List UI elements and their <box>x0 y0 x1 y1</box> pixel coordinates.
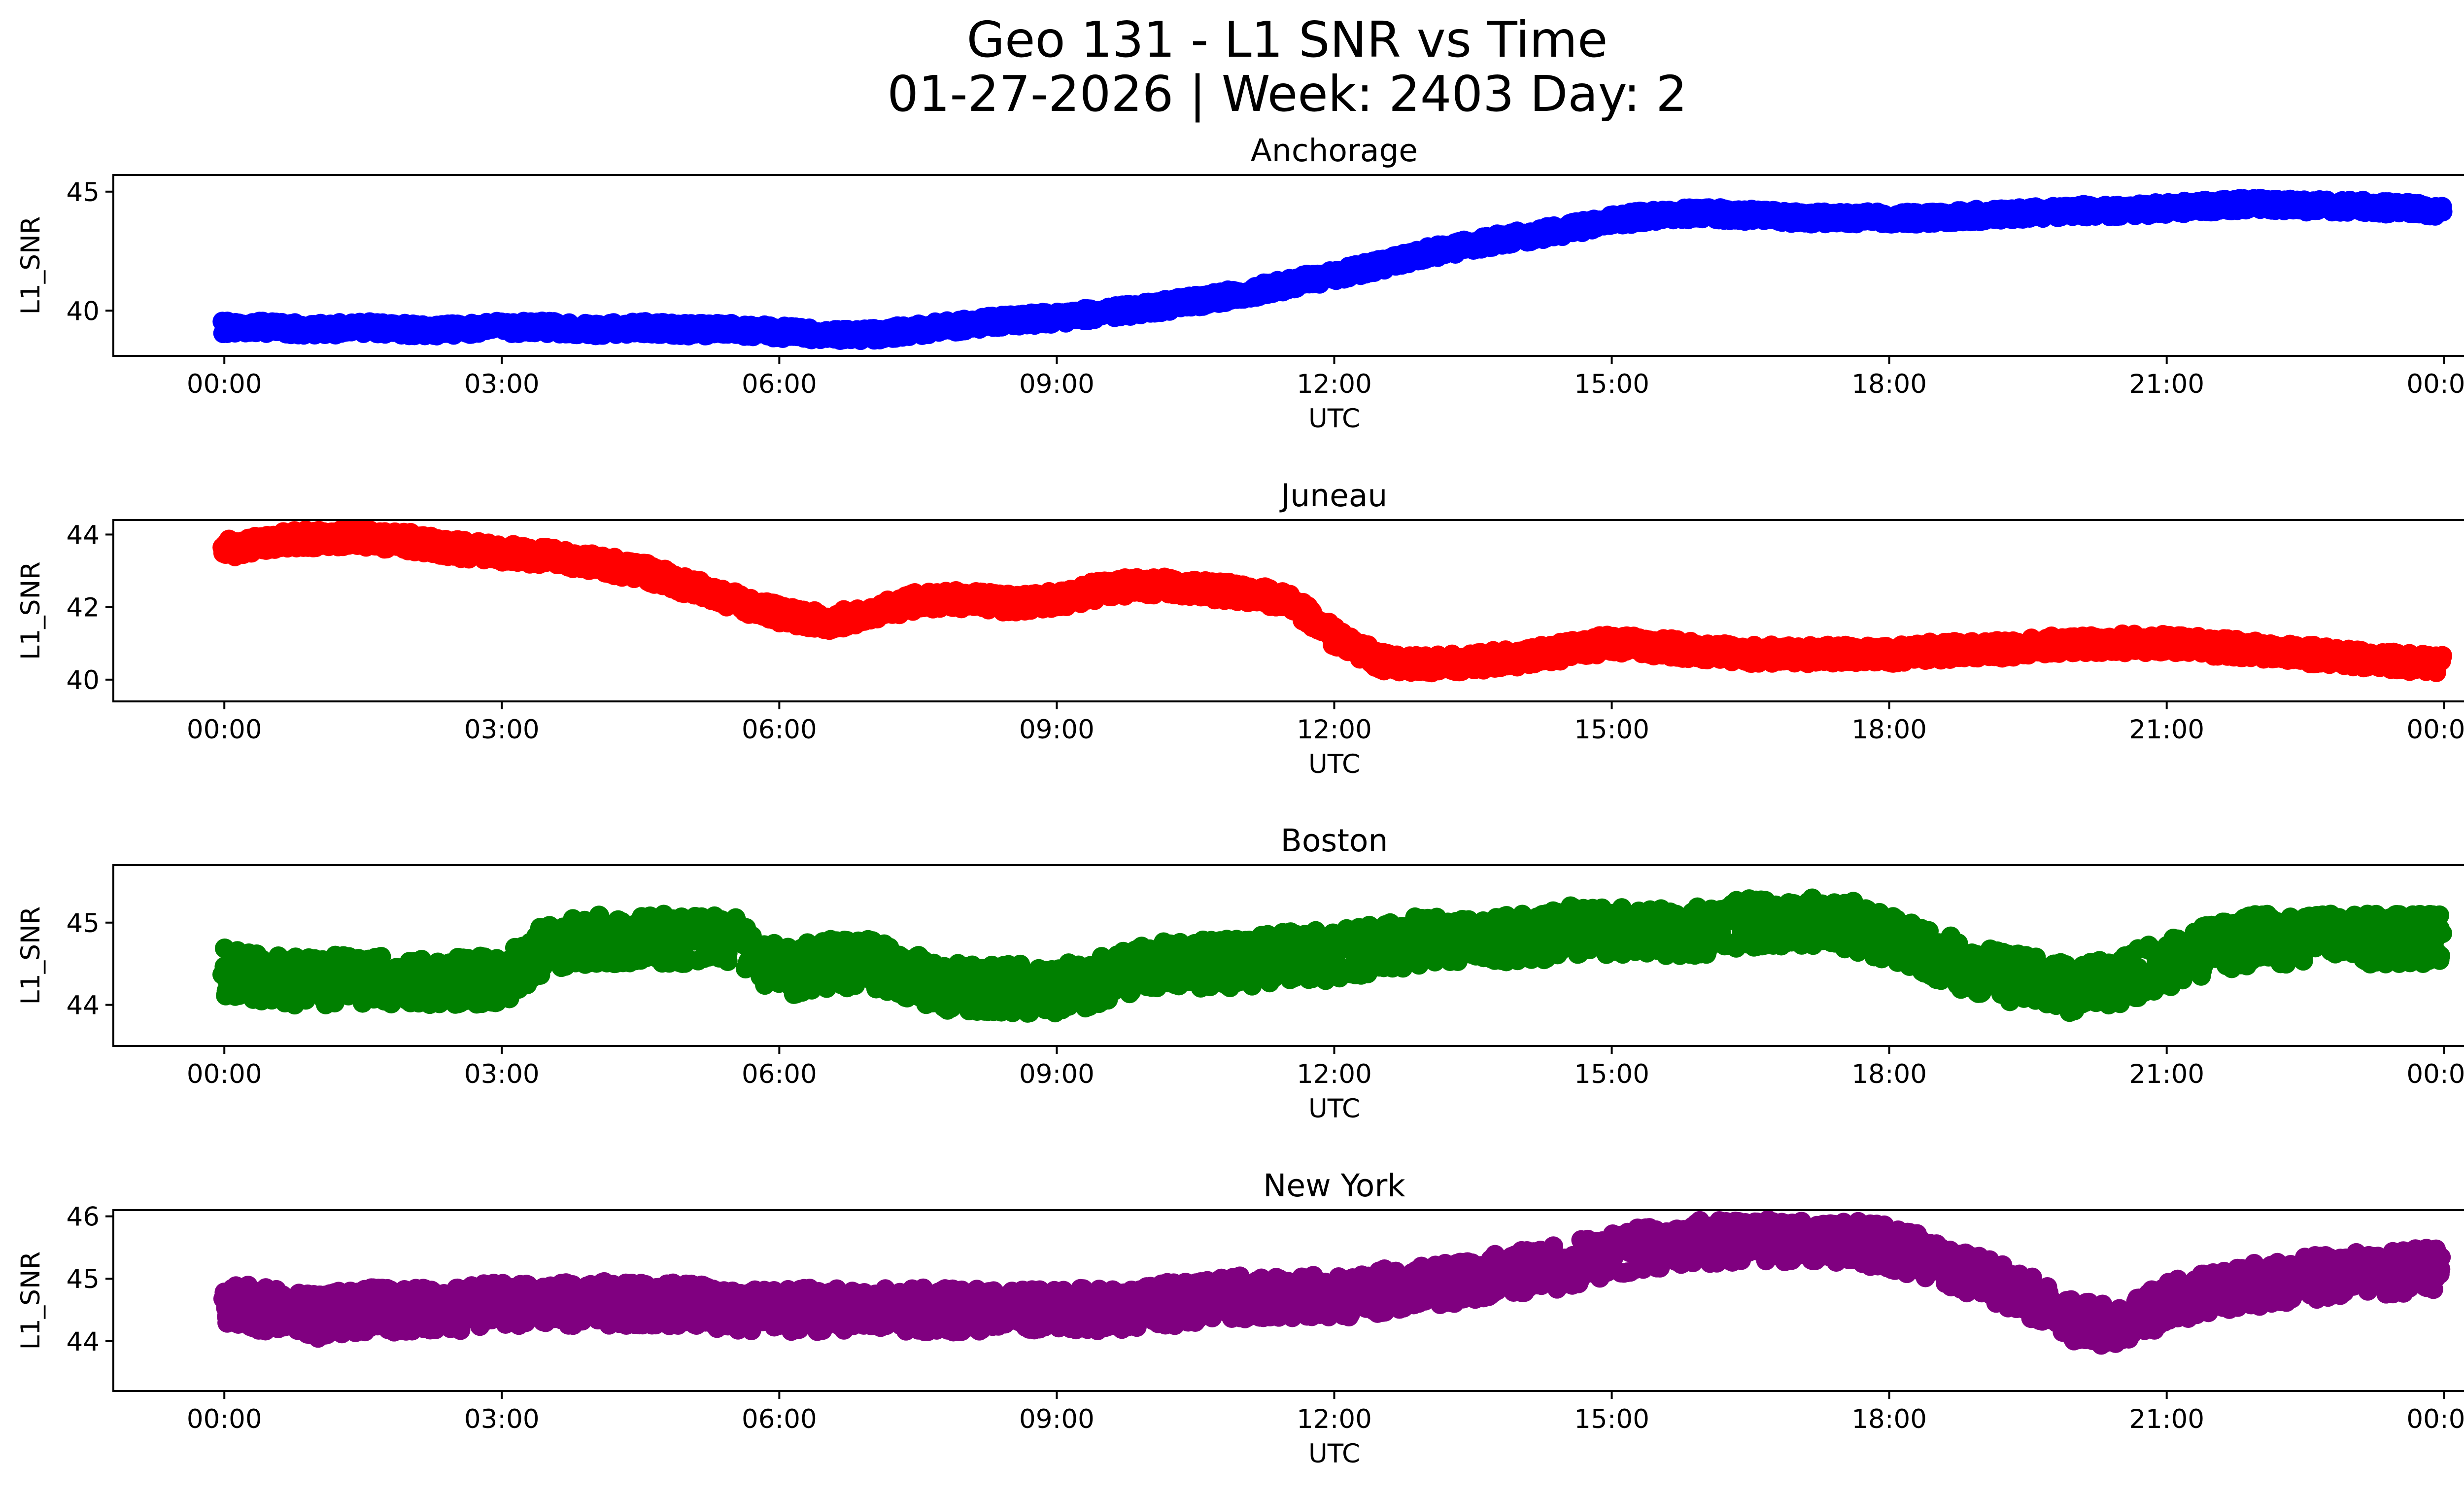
data-point <box>2429 203 2449 223</box>
points-anchorage <box>212 188 2453 350</box>
x-tick-label: 09:00 <box>1019 369 1095 399</box>
panels-container: Anchorage 00:00 03:00 06:00 09:00 12:00 15:00 1… <box>16 133 2464 1469</box>
x-tick-label: 15:00 <box>1574 369 1649 399</box>
x-tick-label: 06:00 <box>742 369 817 399</box>
y-axis-label-anchorage: L1_SNR <box>16 216 46 315</box>
panel-title-anchorage: Anchorage <box>1251 133 1418 169</box>
x-tick-label: 12:00 <box>1297 369 1372 399</box>
figure-title-line-1: Geo 131 - L1 SNR vs Time <box>967 11 1608 69</box>
x-tick-label: 00:00 <box>187 369 262 399</box>
x-tick-label: 18:00 <box>1851 369 1927 399</box>
x-tick-label: 03:00 <box>464 369 540 399</box>
figure-title-line-2: 01-27-2026 | Week: 2403 Day: 2 <box>887 65 1687 123</box>
panel-title-juneau: Juneau <box>1279 478 1388 514</box>
x-tick-label: 21:00 <box>2129 369 2204 399</box>
points-juneau <box>212 520 2453 683</box>
y-tick-label: 40 <box>67 296 100 326</box>
x-tick-label: 00:00 <box>2406 369 2464 399</box>
y-tick-label: 45 <box>67 177 100 208</box>
panel-anchorage: Anchorage 00:00 03:00 06:00 09:00 12:00 15:00 1… <box>16 133 2464 434</box>
x-axis-label-anchorage: UTC <box>1308 404 1360 434</box>
